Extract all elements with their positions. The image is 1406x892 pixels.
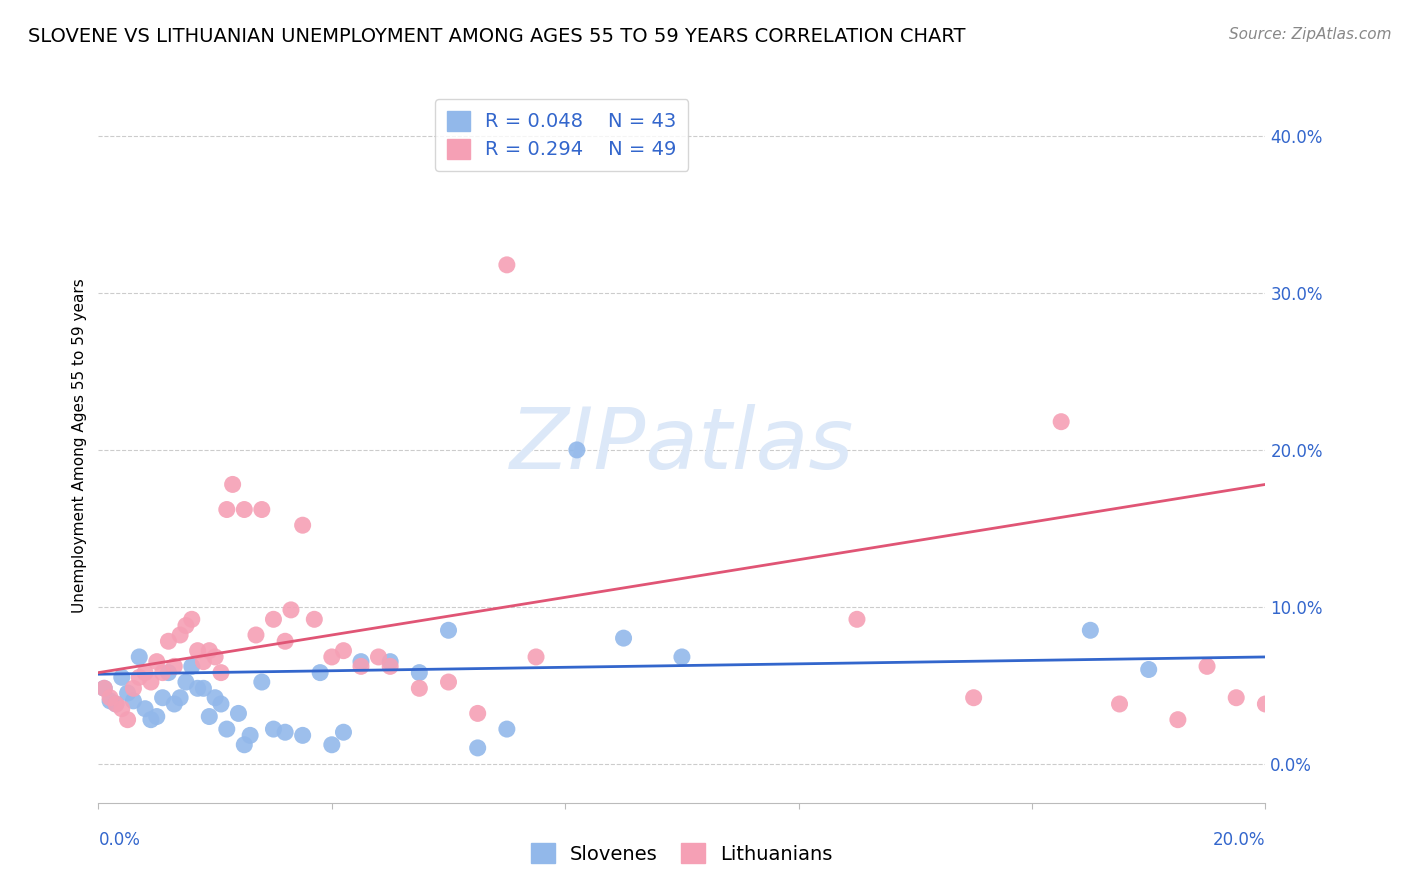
Point	[350, 655, 373, 669]
Point	[117, 713, 139, 727]
Point	[495, 258, 517, 272]
Point	[134, 702, 156, 716]
Point	[180, 659, 202, 673]
Point	[1137, 663, 1160, 677]
Point	[495, 722, 517, 736]
Point	[321, 738, 343, 752]
Point	[139, 675, 162, 690]
Legend: Slovenes, Lithuanians: Slovenes, Lithuanians	[523, 836, 841, 871]
Point	[309, 665, 332, 680]
Point	[128, 649, 150, 664]
Point	[134, 665, 156, 680]
Point	[187, 643, 209, 657]
Point	[157, 665, 180, 680]
Point	[187, 681, 209, 696]
Text: SLOVENE VS LITHUANIAN UNEMPLOYMENT AMONG AGES 55 TO 59 YEARS CORRELATION CHART: SLOVENE VS LITHUANIAN UNEMPLOYMENT AMONG…	[28, 27, 966, 45]
Point	[291, 728, 314, 742]
Point	[332, 643, 354, 657]
Point	[122, 681, 145, 696]
Point	[274, 725, 297, 739]
Point	[221, 477, 243, 491]
Point	[291, 518, 314, 533]
Point	[1195, 659, 1218, 673]
Text: 20.0%: 20.0%	[1213, 831, 1265, 849]
Point	[262, 722, 284, 736]
Point	[139, 713, 162, 727]
Point	[467, 706, 489, 721]
Point	[198, 643, 221, 657]
Point	[104, 697, 127, 711]
Point	[93, 681, 115, 696]
Point	[1050, 415, 1073, 429]
Point	[152, 690, 174, 705]
Point	[565, 442, 588, 457]
Point	[204, 649, 226, 664]
Point	[228, 706, 250, 721]
Point	[174, 618, 197, 632]
Point	[350, 659, 373, 673]
Point	[169, 690, 191, 705]
Point	[304, 612, 326, 626]
Point	[250, 675, 273, 690]
Point	[378, 659, 402, 673]
Point	[169, 628, 191, 642]
Point	[250, 502, 273, 516]
Point	[104, 697, 127, 711]
Point	[437, 624, 460, 638]
Point	[128, 670, 150, 684]
Point	[1167, 713, 1189, 727]
Point	[152, 665, 174, 680]
Point	[193, 681, 215, 696]
Point	[98, 694, 121, 708]
Point	[198, 709, 221, 723]
Point	[122, 694, 145, 708]
Point	[467, 740, 489, 755]
Point	[215, 722, 238, 736]
Point	[239, 728, 262, 742]
Point	[233, 502, 256, 516]
Point	[215, 502, 238, 516]
Point	[233, 738, 256, 752]
Point	[163, 659, 186, 673]
Point	[204, 690, 226, 705]
Point	[437, 675, 460, 690]
Point	[111, 670, 134, 684]
Text: 0.0%: 0.0%	[98, 831, 141, 849]
Point	[146, 709, 169, 723]
Point	[98, 690, 121, 705]
Point	[117, 686, 139, 700]
Point	[332, 725, 354, 739]
Point	[1108, 697, 1130, 711]
Point	[146, 655, 169, 669]
Y-axis label: Unemployment Among Ages 55 to 59 years: Unemployment Among Ages 55 to 59 years	[72, 278, 87, 614]
Point	[280, 603, 302, 617]
Point	[209, 697, 232, 711]
Point	[524, 649, 547, 664]
Point	[209, 665, 232, 680]
Point	[111, 702, 134, 716]
Point	[378, 655, 402, 669]
Point	[163, 697, 186, 711]
Point	[180, 612, 202, 626]
Point	[262, 612, 284, 626]
Point	[367, 649, 389, 664]
Point	[274, 634, 297, 648]
Text: Source: ZipAtlas.com: Source: ZipAtlas.com	[1229, 27, 1392, 42]
Point	[157, 634, 180, 648]
Point	[174, 675, 197, 690]
Point	[845, 612, 868, 626]
Point	[245, 628, 267, 642]
Point	[193, 655, 215, 669]
Point	[671, 649, 693, 664]
Point	[1254, 697, 1277, 711]
Point	[93, 681, 115, 696]
Point	[408, 665, 430, 680]
Point	[612, 631, 634, 645]
Text: ZIPatlas: ZIPatlas	[510, 404, 853, 488]
Point	[321, 649, 343, 664]
Point	[962, 690, 984, 705]
Point	[408, 681, 430, 696]
Point	[1080, 624, 1102, 638]
Point	[1225, 690, 1247, 705]
